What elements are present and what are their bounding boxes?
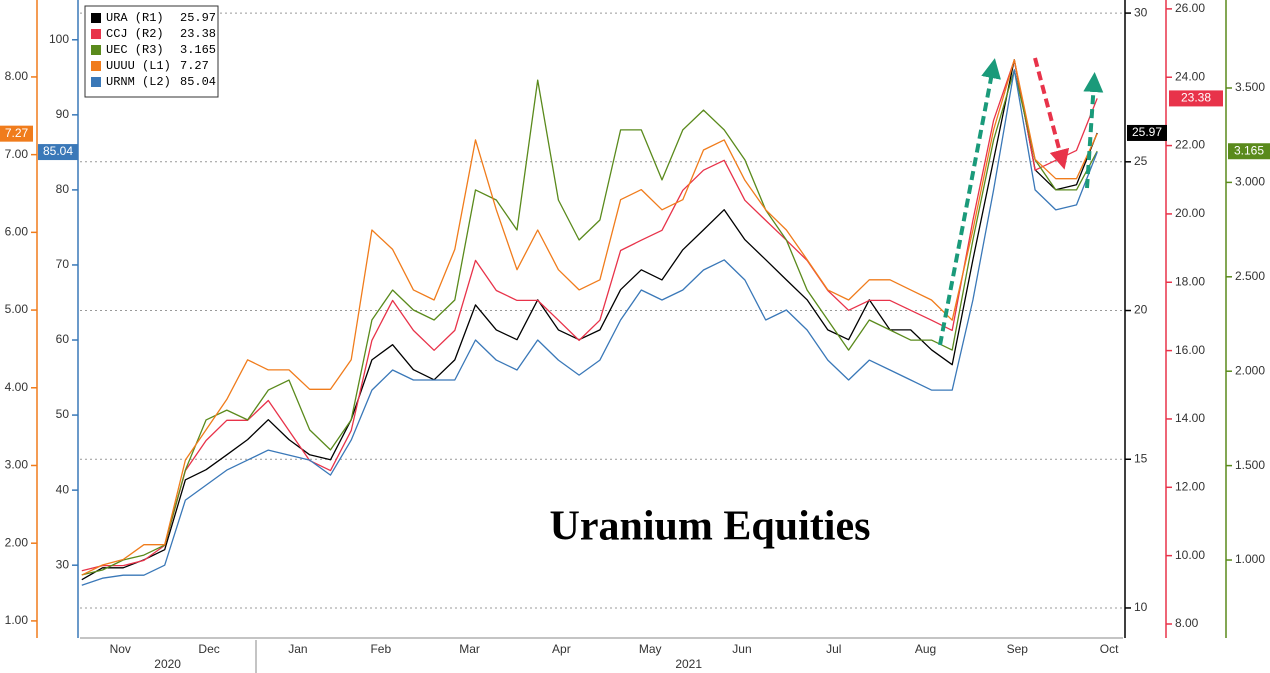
y-tick-label: 10.00 (1175, 548, 1205, 562)
y-tick-label: 70 (56, 257, 70, 271)
y-tick-label: 20 (1134, 303, 1148, 317)
y-tick-label: 4.00 (5, 380, 29, 394)
last-value-label: 25.97 (1132, 125, 1162, 139)
x-tick-label: Sep (1007, 642, 1029, 656)
x-tick-label: Aug (915, 642, 936, 656)
y-tick-label: 26.00 (1175, 1, 1205, 15)
y-tick-label: 20.00 (1175, 206, 1205, 220)
y-tick-label: 12.00 (1175, 479, 1205, 493)
y-tick-label: 5.00 (5, 302, 29, 316)
y-tick-label: 60 (56, 332, 70, 346)
y-tick-label: 3.500 (1235, 80, 1265, 94)
year-label: 2020 (154, 657, 181, 671)
last-value-label: 7.27 (5, 126, 29, 140)
down-arrow (1033, 57, 1070, 170)
up-arrow (938, 58, 1001, 346)
legend-label: CCJ (R2) (106, 27, 164, 41)
series-line (81, 69, 1098, 586)
y-tick-label: 30 (1134, 5, 1148, 19)
grid-layer (80, 12, 1123, 609)
legend-label: URNM (L2) (106, 75, 171, 89)
legend-label: URA (R1) (106, 11, 164, 25)
legend-swatch (91, 61, 101, 71)
legend-label: UEC (R3) (106, 43, 164, 57)
y-tick-label: 8.00 (5, 69, 29, 83)
y-tick-label: 8.00 (1175, 616, 1199, 630)
x-tick-label: Dec (198, 642, 219, 656)
x-tick-label: Jun (732, 642, 751, 656)
y-tick-label: 1.00 (5, 613, 29, 627)
year-label: 2021 (675, 657, 702, 671)
last-value-label: 3.165 (1234, 143, 1264, 157)
y-tick-label: 3.00 (5, 458, 29, 472)
y-tick-label: 100 (49, 32, 69, 46)
y-tick-label: 50 (56, 407, 70, 421)
last-value-label: 23.38 (1181, 91, 1211, 105)
legend-value: 3.165 (180, 43, 216, 57)
y-tick-label: 90 (56, 107, 70, 121)
x-tick-label: Nov (110, 642, 131, 656)
legend-value: 25.97 (180, 11, 216, 25)
legend-value: 85.04 (180, 75, 216, 89)
axes-layer: 1.00 2.00 3.00 4.00 5.00 6.00 7.00 8.00 30 40 50 60… (5, 0, 1265, 671)
y-tick-label: 40 (56, 482, 70, 496)
annotation: Uranium Equities (550, 504, 871, 550)
y-tick-label: 1.000 (1235, 552, 1265, 566)
legend-value: 7.27 (180, 59, 209, 73)
y-tick-label: 7.00 (5, 147, 29, 161)
y-tick-label: 15 (1134, 451, 1148, 465)
legend-swatch (91, 45, 101, 55)
last-value-badge (0, 125, 33, 142)
y-tick-label: 30 (56, 557, 70, 571)
x-tick-label: Jan (288, 642, 307, 656)
legend: URA (R1) 25.97 CCJ (R2) 23.38 UEC (R3) 3.165 U… (91, 11, 216, 89)
last-value-label: 85.04 (43, 144, 73, 158)
y-tick-label: 3.000 (1235, 175, 1265, 189)
y-tick-label: 14.00 (1175, 411, 1205, 425)
x-tick-label: Mar (459, 642, 480, 656)
series-line (81, 69, 1098, 576)
lines-layer (81, 59, 1098, 586)
y-tick-label: 2.500 (1235, 269, 1265, 283)
y-tick-label: 25 (1134, 154, 1148, 168)
x-tick-label: Oct (1100, 642, 1119, 656)
series-line (81, 59, 1098, 581)
legend-box (84, 5, 219, 98)
y-tick-label: 10 (1134, 600, 1148, 614)
legend-swatch (91, 29, 101, 39)
last-value-badge (38, 144, 78, 161)
x-tick-label: Apr (552, 642, 571, 656)
series-line (81, 59, 1098, 576)
x-tick-label: Jul (826, 642, 841, 656)
y-tick-label: 1.500 (1235, 458, 1265, 472)
last-value-badge (1169, 90, 1223, 107)
y-tick-label: 80 (56, 182, 70, 196)
x-tick-label: Feb (370, 642, 391, 656)
legend-swatch (91, 13, 101, 23)
y-tick-label: 18.00 (1175, 274, 1205, 288)
legend-value: 23.38 (180, 27, 216, 41)
arrows (938, 57, 1104, 346)
legend-label: UUUU (L1) (106, 59, 171, 73)
x-tick-label: May (639, 642, 662, 656)
y-tick-label: 2.000 (1235, 363, 1265, 377)
series-line (81, 59, 1098, 572)
last-value-badge (1228, 143, 1270, 160)
legend-swatch (91, 77, 101, 87)
up-arrow (1083, 72, 1104, 189)
y-tick-label: 24.00 (1175, 69, 1205, 83)
y-tick-label: 22.00 (1175, 138, 1205, 152)
y-tick-label: 6.00 (5, 225, 29, 239)
last-value-badge (1127, 124, 1167, 141)
y-tick-label: 16.00 (1175, 343, 1205, 357)
badges: 25.97 23.38 3.165 7.27 85.04 (0, 90, 1270, 161)
y-tick-label: 2.00 (5, 535, 29, 549)
